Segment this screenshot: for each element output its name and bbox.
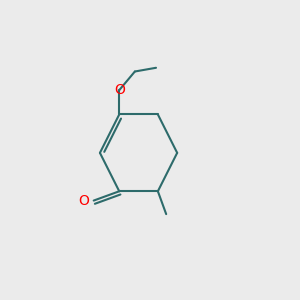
Text: O: O xyxy=(79,194,89,208)
Text: O: O xyxy=(114,83,125,97)
